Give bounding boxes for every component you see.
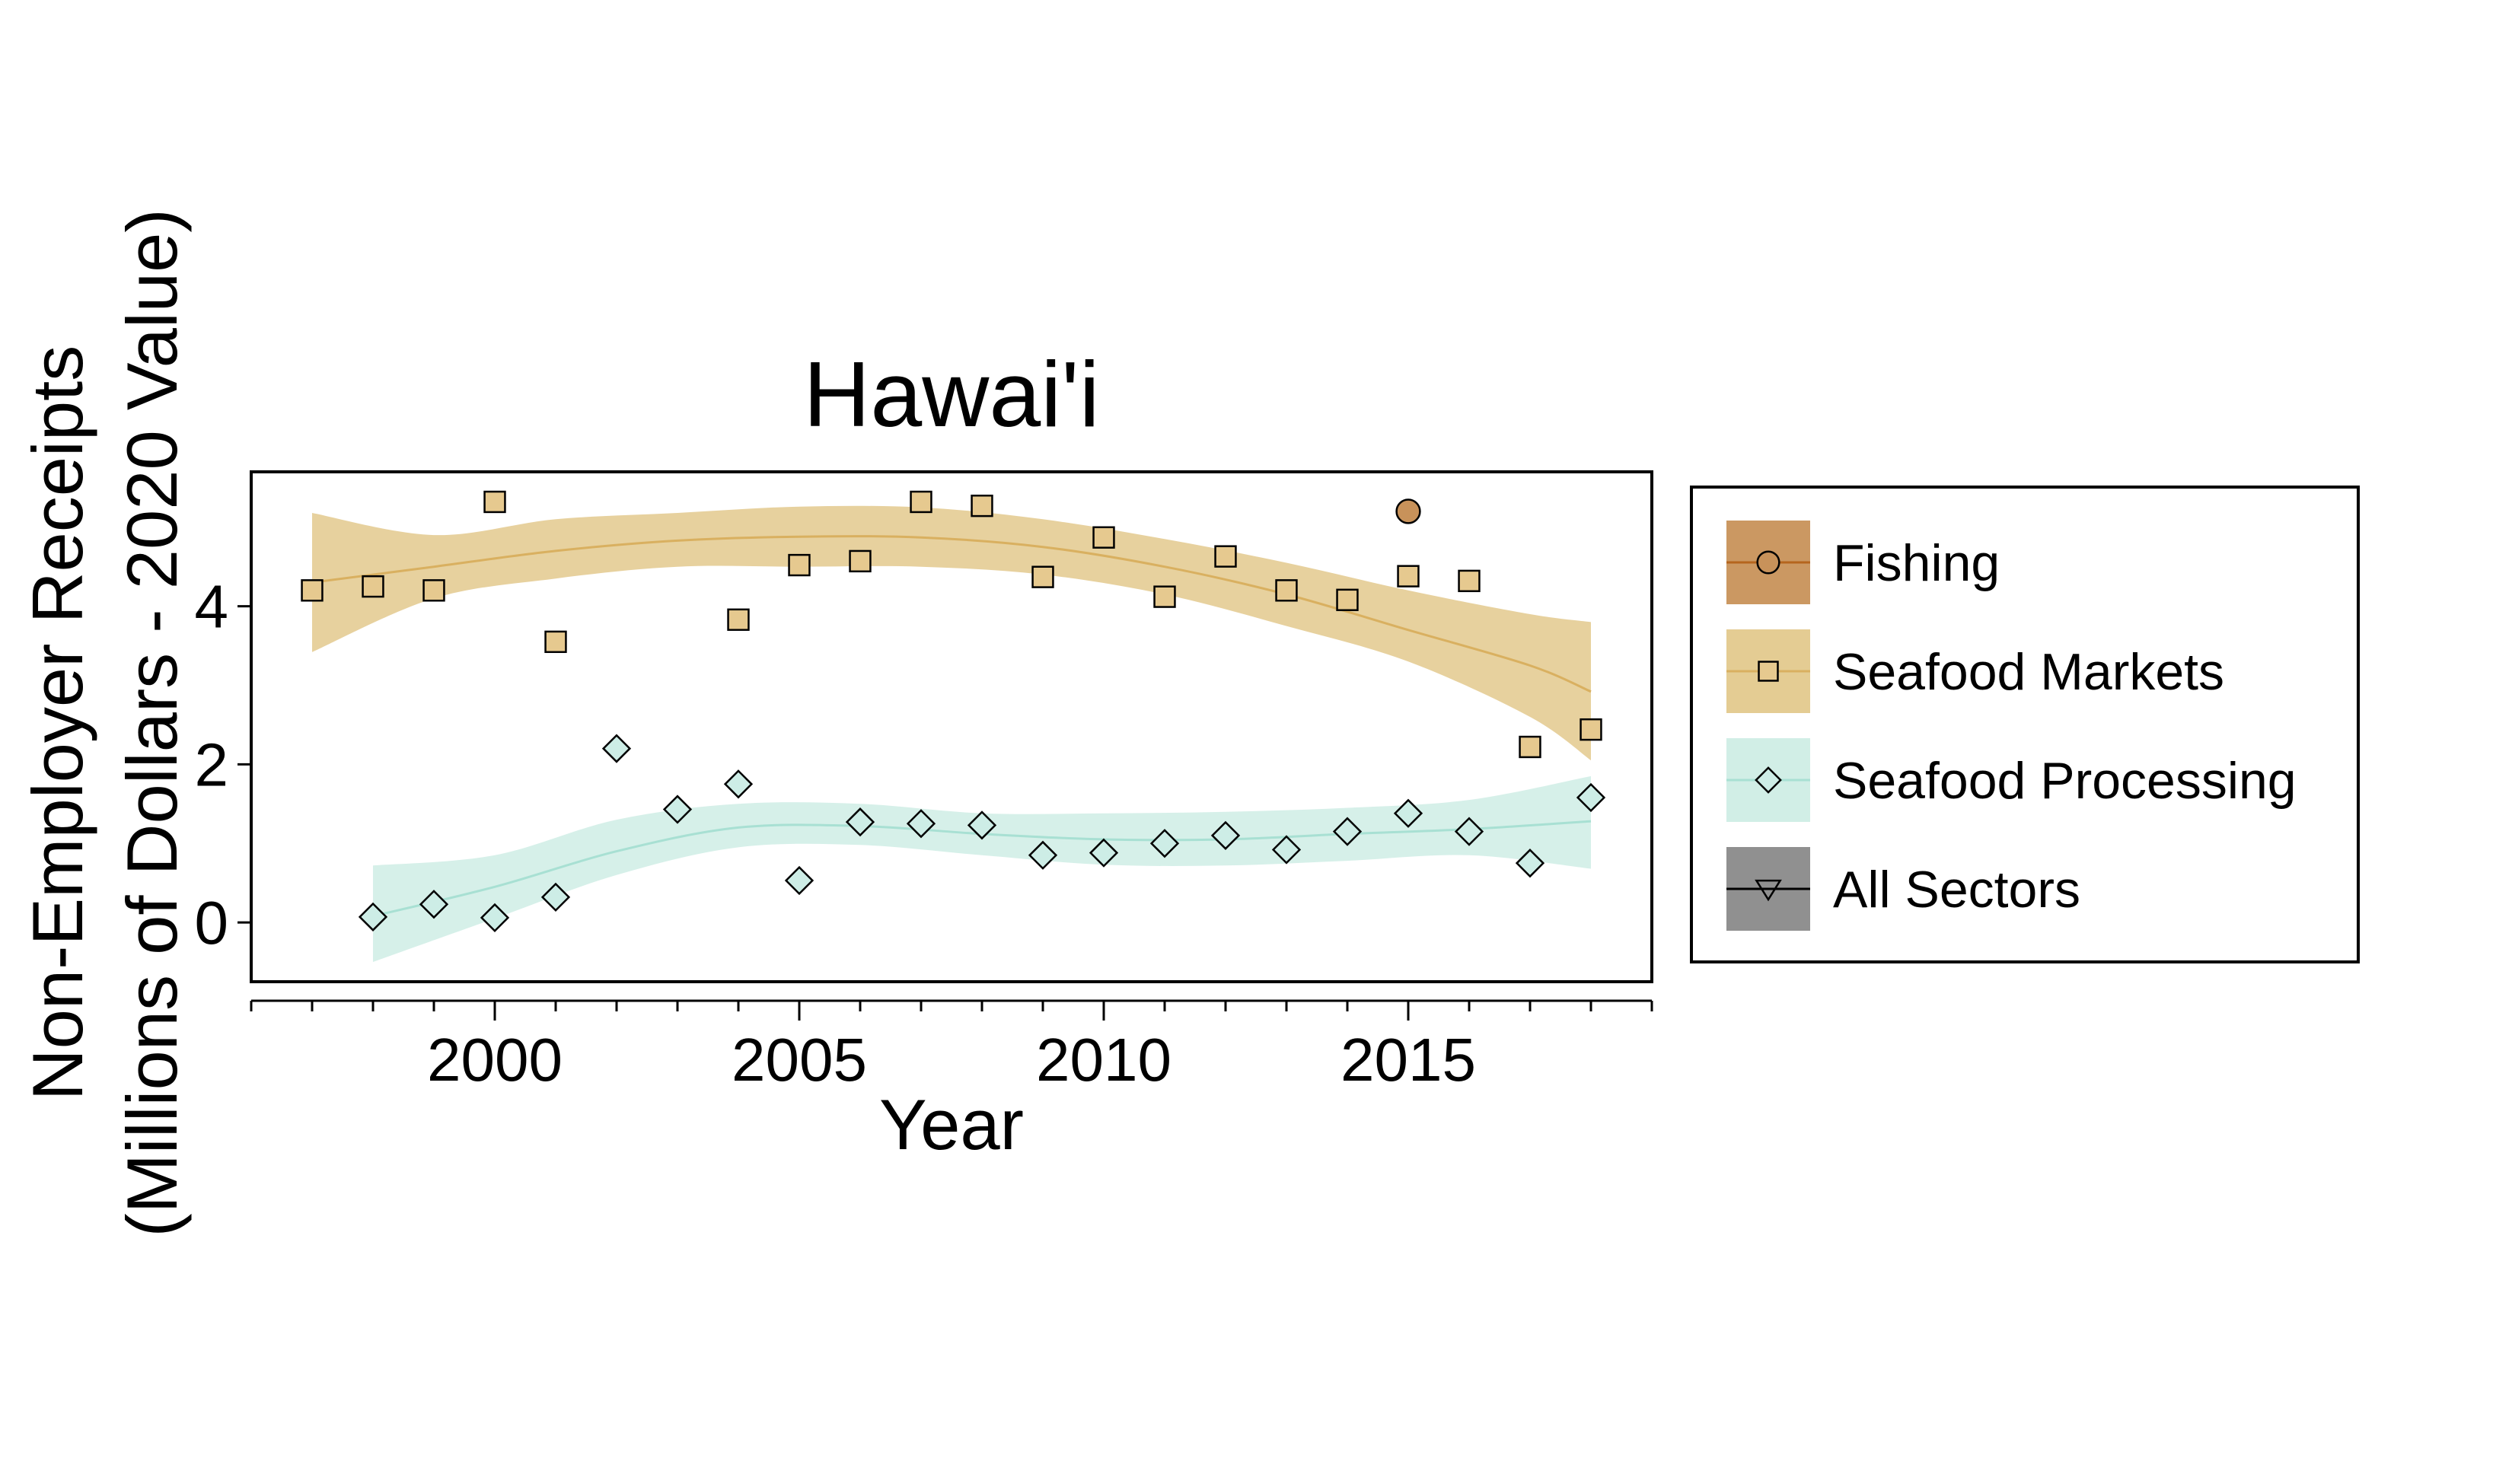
seafood-markets-point (422, 579, 445, 602)
seafood-processing-point (419, 890, 449, 919)
seafood-markets-point (788, 553, 811, 577)
seafood-processing-point (358, 902, 388, 931)
seafood-processing-point (1393, 798, 1423, 828)
legend-label-fishing: Fishing (1833, 534, 2000, 592)
seafood-processing-point (540, 882, 571, 912)
y-axis-title-line-2: (Millions of Dollars - 2020 Value) (112, 209, 192, 1237)
seafood-processing-point (662, 795, 693, 824)
seafood-markets-point (1397, 565, 1420, 588)
seafood-processing-point (1028, 840, 1058, 870)
seafood-markets-point (1214, 545, 1237, 568)
legend-item-fishing: Fishing (1726, 521, 2000, 604)
x-axis-title: Year (879, 1084, 1024, 1164)
seafood-markets-point (727, 608, 750, 631)
y-axis-title-line-1: Non-Employer Receipts (18, 346, 97, 1101)
seafood-markets-point (1092, 526, 1115, 549)
seafood-processing-point (1271, 835, 1302, 865)
seafood-markets-point (483, 490, 506, 514)
legend: Fishing Seafood Markets Seafood Processing… (1690, 486, 2360, 963)
x-tick-label: 2005 (732, 1026, 867, 1094)
seafood-markets-point (544, 630, 567, 654)
legend-marker-seafood-processing (1755, 766, 1782, 794)
seafood-markets-point (1519, 735, 1541, 759)
y-tick-label: 4 (195, 573, 229, 641)
legend-item-all-sectors: All Sectors (1726, 847, 2080, 931)
seafood-markets-point (1580, 718, 1602, 741)
seafood-processing-point (845, 807, 875, 837)
seafood-markets-point (849, 549, 872, 573)
seafood-processing-point (1089, 838, 1119, 868)
x-tick-label: 2000 (427, 1026, 563, 1094)
y-axis-title: Non-Employer Receipts (Millions of Dolla… (18, 209, 192, 1237)
axes: 2000 2005 2010 2015 0 2 4 (195, 573, 1653, 1094)
seafood-markets-point (1275, 579, 1298, 602)
legend-label-seafood-processing: Seafood Processing (1833, 752, 2297, 810)
legend-item-seafood-processing: Seafood Processing (1726, 738, 2297, 822)
legend-items: Fishing Seafood Markets Seafood Processing… (1726, 521, 2297, 931)
seafood-processing-point (1332, 817, 1363, 846)
seafood-processing-point (967, 810, 997, 840)
seafood-processing-point (1454, 817, 1484, 846)
seafood-processing-point (1576, 782, 1606, 813)
data-points (301, 490, 1606, 932)
chart-title: Hawai'i (803, 342, 1099, 446)
seafood-markets-point (910, 490, 932, 514)
seafood-markets-point (1336, 588, 1359, 611)
seafood-markets-point (971, 494, 993, 517)
x-tick-label: 2010 (1036, 1026, 1172, 1094)
y-tick-label: 0 (195, 889, 229, 957)
seafood-processing-point (1515, 849, 1545, 878)
seafood-processing-point (1149, 829, 1180, 858)
legend-marker-fishing (1756, 550, 1780, 575)
seafood-processing-point (784, 865, 814, 896)
seafood-markets-point (301, 579, 324, 602)
seafood-processing-point (906, 809, 936, 839)
seafood-processing-point (480, 903, 510, 932)
seafood-processing-point (723, 769, 754, 799)
seafood-markets-point (1031, 565, 1054, 588)
x-tick-label: 2015 (1340, 1026, 1476, 1094)
seafood-processing-point (601, 734, 632, 763)
seafood-markets-point (362, 575, 384, 598)
seafood-processing-point (1210, 820, 1241, 850)
seafood-markets-point (1458, 569, 1481, 593)
plot-panel-border (250, 470, 1653, 983)
seafood-markets-trend-line (311, 535, 1592, 693)
y-tick-label: 2 (195, 731, 229, 798)
legend-marker-seafood-markets (1758, 661, 1779, 682)
seafood-markets-point (1153, 585, 1176, 608)
legend-label-seafood-markets: Seafood Markets (1833, 643, 2224, 701)
legend-marker-all-sectors (1755, 879, 1782, 902)
seafood-markets-confidence-band (312, 505, 1591, 761)
legend-label-all-sectors: All Sectors (1833, 861, 2080, 919)
fishing-point (1395, 498, 1421, 524)
legend-item-seafood-markets: Seafood Markets (1726, 629, 2224, 713)
